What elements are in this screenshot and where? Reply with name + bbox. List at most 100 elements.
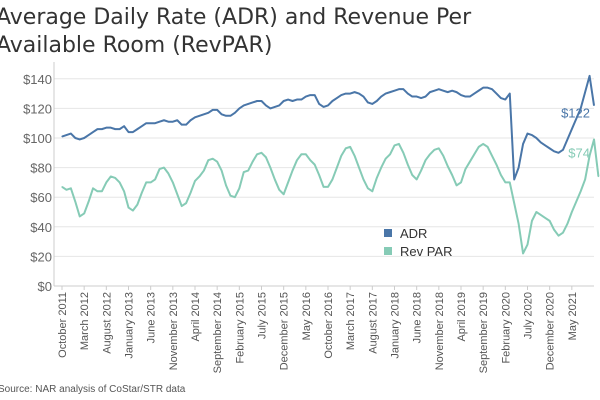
data-point (416, 95, 418, 98)
data-point (61, 135, 63, 138)
data-point (557, 152, 560, 154)
data-point (433, 149, 435, 151)
data-point (575, 118, 577, 120)
data-point (163, 167, 165, 169)
data-point (158, 168, 161, 170)
data-point (305, 95, 307, 98)
data-point (487, 146, 489, 148)
data-point (460, 181, 462, 183)
grid-layer (54, 78, 594, 287)
legend-swatch (384, 229, 392, 237)
y-tick-label: $40 (30, 220, 52, 235)
data-point (336, 167, 338, 169)
data-point (331, 100, 334, 102)
data-point (88, 201, 90, 203)
data-point (260, 152, 263, 154)
data-point (566, 223, 569, 225)
data-point (544, 217, 546, 219)
data-point (291, 100, 294, 102)
data-point (451, 174, 453, 176)
data-point (371, 190, 373, 192)
data-point (105, 181, 107, 183)
x-tick-label: February 2015 (234, 292, 246, 364)
data-point (278, 104, 280, 107)
data-point (92, 131, 94, 133)
data-point (167, 121, 169, 123)
data-point (96, 128, 99, 130)
chart-legend: ADR Rev PAR (384, 226, 453, 259)
data-point (274, 106, 276, 108)
data-point (127, 206, 130, 209)
data-point (593, 104, 595, 107)
data-point (119, 128, 121, 130)
data-point (513, 178, 515, 181)
data-point (309, 94, 311, 96)
data-point (438, 88, 440, 90)
data-point (389, 153, 391, 155)
x-tick-label: September 2014 (212, 292, 224, 373)
x-tick-label: March 2012 (79, 292, 91, 350)
data-point (287, 181, 289, 183)
data-point (247, 103, 249, 105)
x-tick-label: June 2013 (146, 292, 158, 343)
x-tick-label: November 2018 (434, 292, 446, 370)
data-point (455, 184, 458, 186)
data-point (354, 155, 356, 157)
data-point (74, 137, 76, 139)
y-tick-label: $20 (30, 249, 52, 264)
data-point (345, 147, 347, 149)
data-point (287, 98, 289, 101)
data-point (136, 204, 138, 206)
data-point (163, 119, 165, 121)
data-point (150, 122, 152, 124)
x-tick-label: February 2020 (500, 292, 512, 364)
data-point (482, 143, 484, 145)
data-point (238, 107, 240, 109)
data-point (473, 153, 475, 155)
data-point (478, 146, 480, 148)
data-point (207, 159, 209, 161)
data-point (114, 177, 116, 179)
data-point (225, 115, 227, 117)
y-tick-label: $120 (23, 101, 52, 116)
series-points-rev-par (61, 138, 600, 255)
data-point (482, 87, 484, 89)
data-point (549, 147, 551, 149)
data-point (189, 119, 192, 121)
x-tick-label: October 2011 (57, 292, 69, 358)
data-point (252, 161, 254, 163)
x-tick-label: May 2021 (567, 292, 579, 340)
data-point (478, 90, 480, 92)
data-point (101, 128, 103, 130)
data-point (376, 177, 378, 179)
data-point (429, 153, 431, 155)
data-point (469, 161, 471, 163)
data-point (70, 187, 72, 189)
data-point (509, 93, 511, 95)
y-tick-label: $0 (38, 279, 52, 294)
data-point (544, 144, 546, 146)
data-point (491, 155, 493, 157)
data-point (424, 159, 427, 161)
data-point (309, 159, 311, 161)
series-line-rev-par (61, 138, 600, 255)
data-point (185, 124, 187, 126)
data-point (385, 158, 387, 160)
data-point (340, 155, 342, 157)
data-point (398, 88, 400, 90)
data-point (464, 95, 467, 98)
end-value-label: $74 (568, 145, 590, 160)
data-point (212, 109, 214, 111)
data-point (464, 168, 467, 170)
data-point (411, 95, 413, 98)
data-point (243, 171, 245, 173)
data-point (553, 150, 555, 152)
data-point (535, 211, 537, 213)
y-tick-label: $80 (30, 161, 52, 176)
data-point (540, 214, 542, 216)
data-point (216, 161, 218, 163)
data-point (283, 100, 285, 102)
data-point (469, 95, 471, 98)
data-point (189, 192, 192, 194)
data-point (229, 115, 232, 117)
